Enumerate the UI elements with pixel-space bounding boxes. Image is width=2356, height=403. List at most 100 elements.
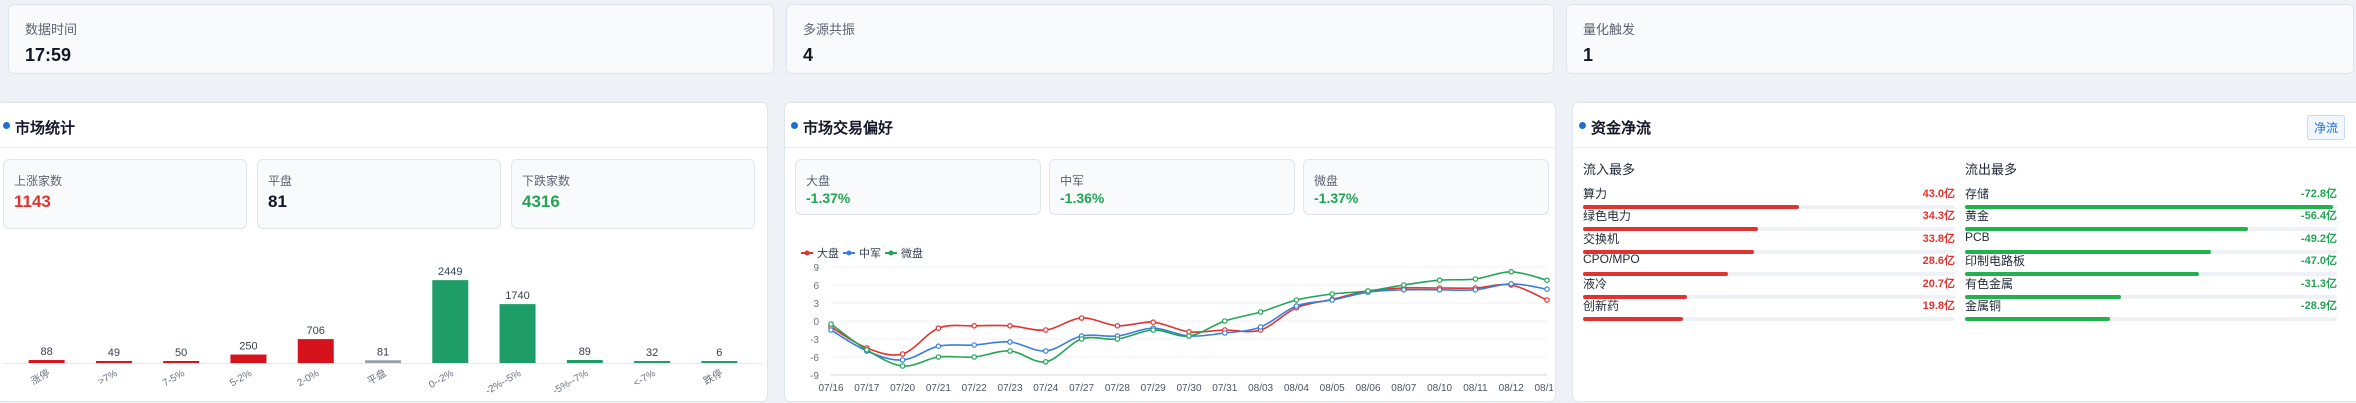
series-point[interactable] xyxy=(1114,323,1121,329)
series-point[interactable] xyxy=(1150,327,1157,333)
flow-row[interactable]: CPO/MPO 28.6亿 xyxy=(1583,252,1955,282)
series-point[interactable] xyxy=(1544,286,1550,293)
fund-flow-panel: 资金净流 净流 流入最多 流出最多 算力 43.0亿 绿色电力 34.3亿 交换机 33.… xyxy=(1572,102,2356,402)
series-point[interactable] xyxy=(1221,318,1228,324)
bar[interactable] xyxy=(432,280,469,363)
flow-bar-track xyxy=(1965,272,2337,277)
series-point[interactable] xyxy=(935,354,942,360)
series-point[interactable] xyxy=(1472,276,1479,282)
net-flow-toggle[interactable]: 净流 xyxy=(2306,115,2345,140)
bar[interactable] xyxy=(297,339,334,363)
bar[interactable] xyxy=(230,354,267,363)
series-point[interactable] xyxy=(1043,327,1049,333)
y-tick-label: 9 xyxy=(813,263,819,274)
series-point[interactable] xyxy=(971,354,978,360)
series-point[interactable] xyxy=(971,323,978,329)
series-point[interactable] xyxy=(1400,287,1407,293)
series-point[interactable] xyxy=(935,325,942,332)
flow-row[interactable]: 液冷 20.7亿 xyxy=(1583,275,1955,305)
series-point[interactable] xyxy=(899,363,906,369)
bar[interactable] xyxy=(566,359,603,363)
series-point[interactable] xyxy=(1436,287,1443,293)
flow-bar-track xyxy=(1583,249,1955,254)
bar-value-label: 1740 xyxy=(505,290,529,302)
series-point[interactable] xyxy=(935,343,942,350)
series-point[interactable] xyxy=(1078,315,1085,321)
stat-card-data-time: 数据时间 17:59 xyxy=(8,4,774,74)
mid-cap-card: 中军 -1.36% xyxy=(1049,159,1295,215)
flow-row[interactable]: PCB -49.2亿 xyxy=(1965,230,2337,260)
x-tick-label: 07/16 xyxy=(818,383,843,394)
bar-category-label: 跌停 xyxy=(701,366,725,387)
bar[interactable] xyxy=(28,360,65,363)
flow-row[interactable]: 印制电路板 -47.0亿 xyxy=(1965,252,2337,282)
flow-bar-track xyxy=(1965,317,2337,321)
bar-value-label: 6 xyxy=(716,347,722,359)
y-tick-label: -9 xyxy=(810,371,819,382)
panel-title: 市场统计 xyxy=(15,120,76,137)
series-point[interactable] xyxy=(1150,319,1157,326)
series-point[interactable] xyxy=(1329,291,1336,297)
series-point[interactable] xyxy=(899,357,906,363)
series-point[interactable] xyxy=(1508,268,1515,275)
bar[interactable] xyxy=(701,361,738,363)
card-label: 微盘 xyxy=(1314,174,1339,188)
series-point[interactable] xyxy=(1544,297,1550,303)
series-point[interactable] xyxy=(864,347,870,353)
flow-row[interactable]: 绿色电力 34.3亿 xyxy=(1583,207,1955,237)
series-point[interactable] xyxy=(1043,348,1049,354)
series-point[interactable] xyxy=(1293,297,1300,303)
flow-amount: 33.8亿 xyxy=(1922,232,1955,245)
flow-bar-fill xyxy=(1965,294,2122,299)
series-point[interactable] xyxy=(1257,309,1264,315)
flow-bar-fill xyxy=(1583,294,1688,299)
series-point[interactable] xyxy=(1508,281,1515,287)
card-value: 4316 xyxy=(522,192,560,211)
bar-category-label: 5-2% xyxy=(228,368,254,389)
flow-row[interactable]: 金属铜 -28.9亿 xyxy=(1965,297,2337,327)
sector-name: 黄金 xyxy=(1965,209,1990,224)
flow-bar-track xyxy=(1965,205,2337,209)
flow-row[interactable]: 交换机 33.8亿 xyxy=(1583,230,1955,260)
flow-row[interactable]: 创新药 19.8亿 xyxy=(1583,297,1955,327)
series-point[interactable] xyxy=(1365,288,1371,294)
series-point[interactable] xyxy=(828,321,834,327)
series-point[interactable] xyxy=(1221,330,1228,336)
flow-row[interactable]: 算力 43.0亿 xyxy=(1583,185,1955,215)
series-point[interactable] xyxy=(1078,336,1085,342)
series-point[interactable] xyxy=(1436,277,1443,284)
bar[interactable] xyxy=(95,361,132,363)
series-point[interactable] xyxy=(1544,277,1550,284)
stat-label: 数据时间 xyxy=(25,22,78,37)
series-point[interactable] xyxy=(1257,324,1264,330)
bar[interactable] xyxy=(163,361,200,363)
series-point[interactable] xyxy=(1400,282,1407,288)
x-tick-label: 08/06 xyxy=(1355,383,1380,394)
series-point[interactable] xyxy=(1329,297,1336,303)
series-point[interactable] xyxy=(828,327,834,333)
bar-value-label: 32 xyxy=(646,347,658,359)
flow-row[interactable]: 存储 -72.8亿 xyxy=(1965,185,2337,215)
bar[interactable] xyxy=(634,361,671,363)
series-point[interactable] xyxy=(971,342,978,348)
flow-row[interactable]: 黄金 -56.4亿 xyxy=(1965,207,2337,237)
series-point[interactable] xyxy=(1043,359,1049,365)
series-point[interactable] xyxy=(1114,336,1121,342)
series-point[interactable] xyxy=(1007,323,1013,329)
bar[interactable] xyxy=(499,304,536,363)
series-point[interactable] xyxy=(1472,287,1479,293)
series-point[interactable] xyxy=(1293,303,1300,309)
legend-label: 大盘 xyxy=(817,246,839,260)
bar-value-label: 250 xyxy=(239,341,257,353)
bar[interactable] xyxy=(365,360,401,363)
sector-name: 有色金属 xyxy=(1965,276,2014,291)
x-tick-label: 07/30 xyxy=(1176,383,1201,394)
flow-amount: 20.7亿 xyxy=(1922,277,1955,290)
series-point[interactable] xyxy=(1186,333,1192,339)
flow-row[interactable]: 有色金属 -31.3亿 xyxy=(1965,275,2337,305)
card-value: -1.36% xyxy=(1060,190,1105,206)
series-point[interactable] xyxy=(1007,339,1013,345)
series-point[interactable] xyxy=(1007,348,1013,354)
sector-name: 存储 xyxy=(1965,187,1990,201)
series-point[interactable] xyxy=(899,351,906,357)
